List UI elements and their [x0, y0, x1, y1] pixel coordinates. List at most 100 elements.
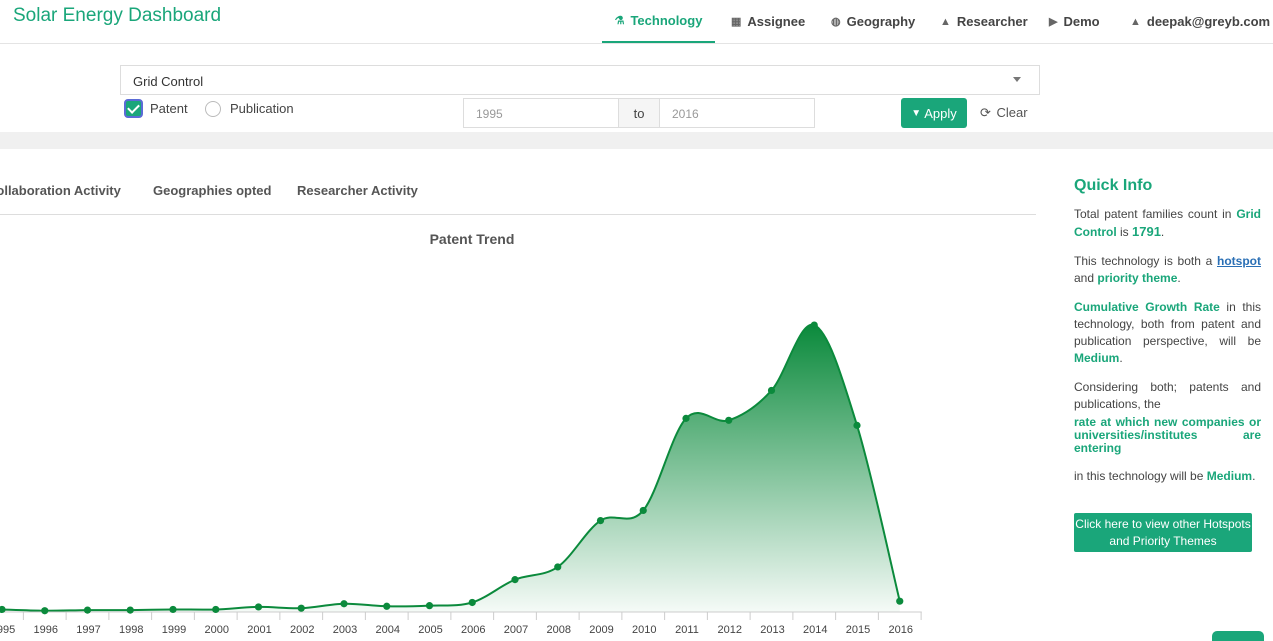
nav-demo[interactable]: ▶ Demo: [1049, 0, 1100, 43]
x-tick-label: 2006: [461, 624, 485, 636]
nav-assignee[interactable]: ▦ Assignee: [731, 0, 805, 43]
technology-select-value: Grid Control: [133, 74, 204, 89]
entry-level: Medium: [1206, 469, 1253, 483]
data-point-2012[interactable]: [725, 416, 733, 424]
text: and: [1074, 271, 1098, 285]
x-tick-label: 2003: [333, 624, 357, 636]
text: This technology is both a: [1074, 254, 1217, 268]
technology-select[interactable]: Grid Control: [120, 65, 1040, 95]
to-label: to: [619, 98, 659, 128]
nav-label: deepak@greyb.com: [1146, 14, 1271, 29]
text: in this technology will be: [1074, 469, 1207, 483]
x-tick-label: 2012: [718, 624, 742, 636]
quick-info-count: Total patent families count in Grid Cont…: [1074, 206, 1261, 241]
x-tick-label: 2015: [846, 624, 870, 636]
nav-technology[interactable]: ⚗ Technology: [602, 0, 715, 43]
data-point-2011[interactable]: [682, 414, 690, 422]
analysis-tabs: Collaboration Activity Geographies opted…: [0, 149, 1036, 215]
data-point-1998[interactable]: [126, 606, 134, 614]
x-tick-label: 1998: [119, 624, 143, 636]
entry-rate-label: rate at which new companies or universit…: [1074, 415, 1261, 455]
data-point-2003[interactable]: [340, 600, 348, 608]
apply-button[interactable]: ▼ Apply: [901, 98, 967, 128]
x-tick-label: 2014: [803, 624, 827, 636]
data-point-2014[interactable]: [810, 321, 818, 329]
view-hotspots-button[interactable]: Click here to view other Hotspots and Pr…: [1074, 513, 1252, 552]
data-point-2002[interactable]: [297, 604, 305, 612]
tab-collaboration-activity[interactable]: Collaboration Activity: [0, 183, 121, 198]
x-tick-label: 2016: [889, 624, 913, 636]
data-point-2007[interactable]: [511, 576, 519, 584]
patent-count: 1791: [1132, 224, 1161, 239]
data-point-2008[interactable]: [554, 563, 562, 571]
series-line: [1, 324, 901, 612]
data-point-2016[interactable]: [896, 597, 904, 605]
flask-icon: ⚗: [614, 15, 625, 27]
divider: [0, 132, 1273, 149]
x-tick-label: 1996: [34, 624, 58, 636]
x-tick-label: 2002: [290, 624, 314, 636]
x-tick-label: 2005: [418, 624, 442, 636]
hotspot-link[interactable]: hotspot: [1217, 254, 1261, 268]
x-tick-label: 2008: [547, 624, 571, 636]
quick-info-title: Quick Info: [1074, 177, 1153, 194]
quick-info-considering: Considering both; patents and publicatio…: [1074, 380, 1261, 411]
text: .: [1177, 271, 1181, 285]
data-point-2005[interactable]: [425, 602, 434, 610]
x-tick-label: 1999: [162, 624, 186, 636]
x-tick-label: 2001: [247, 624, 271, 636]
data-point-2001[interactable]: [254, 603, 263, 611]
data-point-2004[interactable]: [383, 602, 391, 610]
brand-title[interactable]: Solar Energy Dashboard: [13, 5, 222, 26]
data-point-2000[interactable]: [212, 605, 220, 614]
nav-geography[interactable]: ◍ Geography: [831, 0, 915, 43]
clear-label: Clear: [996, 105, 1028, 120]
data-point-1995[interactable]: [0, 605, 6, 614]
x-tick-label: 1995: [0, 624, 15, 636]
x-tick-label: 2000: [205, 624, 229, 636]
tab-geographies-opted[interactable]: Geographies opted: [153, 183, 272, 198]
chart-title: Patent Trend: [429, 231, 515, 247]
publication-radio[interactable]: [205, 101, 221, 117]
clear-button[interactable]: ⟳ Clear: [980, 105, 1028, 121]
data-point-1996[interactable]: [41, 607, 49, 615]
user-icon: ▲: [940, 15, 951, 28]
data-point-2006[interactable]: [468, 598, 476, 607]
nav-label: Technology: [630, 13, 703, 28]
data-point-2015[interactable]: [853, 421, 861, 429]
data-point-1999[interactable]: [169, 605, 177, 614]
tab-researcher-activity[interactable]: Researcher Activity: [297, 183, 418, 198]
x-tick-label: 2007: [504, 624, 528, 636]
text: .: [1119, 351, 1123, 365]
x-tick-label: 1997: [76, 624, 100, 636]
nav-label: Assignee: [747, 14, 806, 29]
data-point-1997[interactable]: [83, 606, 92, 614]
data-point-2009[interactable]: [596, 516, 605, 525]
text: Total patent families count in: [1074, 207, 1237, 221]
user-icon: ▲: [1130, 15, 1141, 28]
quick-info-entry: in this technology will be Medium.: [1074, 468, 1261, 485]
nav-researcher[interactable]: ▲ Researcher: [940, 0, 1028, 43]
patent-label: Patent: [150, 101, 188, 116]
text: is: [1116, 225, 1132, 239]
technology-name: Grid Control: [1074, 207, 1261, 239]
building-icon: ▦: [731, 16, 742, 28]
chevron-down-icon: [1013, 77, 1021, 82]
globe-icon: ◍: [831, 16, 841, 28]
series-area: [2, 324, 900, 612]
growth-rate-label: Cumulative Growth Rate: [1074, 300, 1220, 314]
play-icon: ▶: [1049, 16, 1058, 28]
quick-info-hotspot: This technology is both a hotspot and pr…: [1074, 253, 1261, 287]
quick-info-growth: Cumulative Growth Rate in this technolog…: [1074, 299, 1261, 367]
scroll-top-button[interactable]: [1212, 631, 1264, 641]
patent-trend-chart: 1995 1996 1997 1998 1999 2000 2001 2002 2003 2004…: [0, 321, 922, 636]
nav-label: Geography: [846, 14, 916, 29]
nav-label: Demo: [1063, 14, 1100, 29]
patent-checkbox[interactable]: [124, 99, 143, 118]
data-point-2013[interactable]: [767, 386, 776, 395]
nav-user-menu[interactable]: ▲ deepak@greyb.com ▼: [1130, 0, 1273, 43]
top-navbar: Solar Energy Dashboard ⚗ Technology ▦ As…: [0, 0, 1273, 44]
from-year-input[interactable]: 1995: [463, 98, 619, 128]
to-year-input[interactable]: 2016: [659, 98, 815, 128]
data-point-2010[interactable]: [639, 506, 647, 515]
